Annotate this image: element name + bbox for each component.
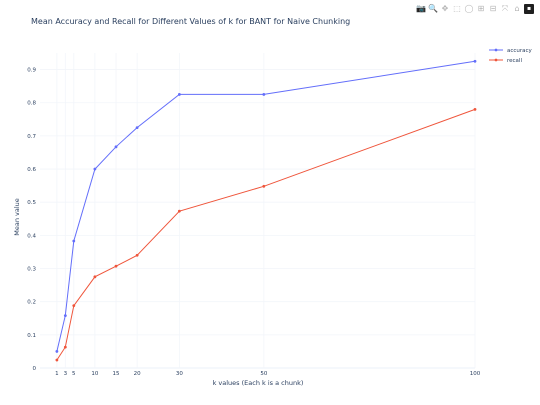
legend-label-accuracy: accuracy <box>507 48 533 54</box>
x-axis-title: k values (Each k is a chunk) <box>213 379 304 387</box>
y-tick-label: 0.2 <box>27 300 36 306</box>
zoom-icon[interactable]: 🔍 <box>428 4 438 13</box>
series-group <box>55 59 477 362</box>
data-point-recall <box>135 253 139 257</box>
data-point-accuracy <box>473 59 477 63</box>
x-tick-label: 1 <box>55 371 59 377</box>
y-tick-label: 0.1 <box>27 333 36 339</box>
lasso-select-icon[interactable]: ◯ <box>464 4 474 13</box>
legend-label-recall: recall <box>507 58 522 64</box>
y-tick-label: 0 <box>33 366 37 372</box>
data-point-recall <box>473 107 477 111</box>
y-tick-label: 0.3 <box>27 267 36 273</box>
y-axis-title: Mean value <box>13 198 21 236</box>
zoom-in-icon[interactable]: ⊞ <box>477 4 485 13</box>
legend-marker-recall <box>494 58 498 62</box>
data-point-recall <box>177 209 181 213</box>
x-tick-label: 10 <box>91 371 98 377</box>
x-tick-label: 15 <box>113 371 120 377</box>
pan-icon[interactable]: ✥ <box>441 4 449 13</box>
data-point-accuracy <box>177 93 181 96</box>
camera-icon[interactable]: 📷 <box>416 4 426 13</box>
data-point-recall <box>262 184 266 188</box>
y-tick-label: 0.5 <box>27 200 36 206</box>
data-point-accuracy <box>55 350 59 353</box>
plotly-logo-icon[interactable]: ▪ <box>524 4 534 14</box>
data-point-recall <box>72 304 76 308</box>
data-point-accuracy <box>93 167 97 171</box>
data-point-accuracy <box>72 239 76 243</box>
modebar: 📷 🔍 ✥ ⬚ ◯ ⊞ ⊟ ⤧ ⌂ ▪ <box>416 4 534 14</box>
x-tick-label: 50 <box>260 371 267 377</box>
y-tick-label: 0.8 <box>27 101 36 107</box>
series-line-recall <box>56 108 476 361</box>
x-tick-label: 100 <box>470 371 481 377</box>
y-tick-label: 0.4 <box>27 233 36 239</box>
zoom-out-icon[interactable]: ⊟ <box>489 4 497 13</box>
legend-marker-accuracy <box>494 48 498 52</box>
data-point-accuracy <box>114 145 118 149</box>
data-point-recall <box>63 345 67 349</box>
x-tick-label: 20 <box>134 371 141 377</box>
grid-lines <box>40 53 476 369</box>
reset-axes-icon[interactable]: ⌂ <box>514 4 520 13</box>
box-select-icon[interactable]: ⬚ <box>453 4 461 13</box>
data-point-accuracy <box>135 126 139 130</box>
x-tick-labels: 1 3 5 10 15 20 30 50 100 <box>55 371 481 377</box>
series-line-accuracy <box>56 60 476 352</box>
y-tick-labels: 0 0.1 0.2 0.3 0.4 0.5 0.6 0.7 0.8 0.9 <box>27 68 36 372</box>
y-tick-label: 0.6 <box>27 167 36 173</box>
autoscale-icon[interactable]: ⤧ <box>501 4 509 13</box>
data-point-accuracy <box>262 93 266 96</box>
data-point-accuracy <box>63 314 67 318</box>
data-point-recall <box>55 358 59 362</box>
x-tick-label: 5 <box>72 371 76 377</box>
y-tick-label: 0.7 <box>27 134 36 140</box>
x-tick-label: 30 <box>176 371 183 377</box>
legend[interactable]: accuracy recall <box>489 48 533 64</box>
data-point-recall <box>93 275 97 279</box>
data-point-recall <box>114 264 118 268</box>
y-tick-label: 0.9 <box>27 68 36 74</box>
chart-title: Mean Accuracy and Recall for Different V… <box>31 17 350 26</box>
x-tick-label: 3 <box>64 371 68 377</box>
